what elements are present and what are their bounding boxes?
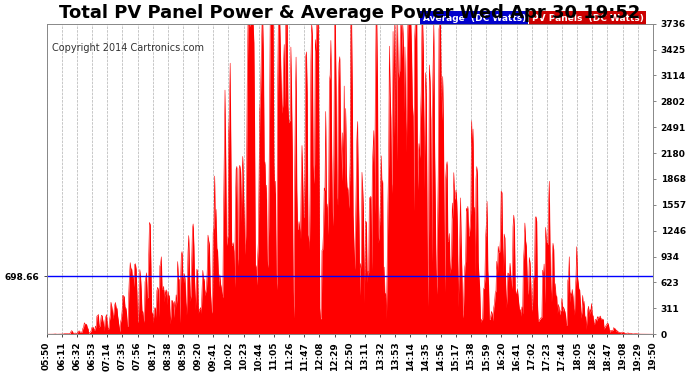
Text: Average  (DC Watts): Average (DC Watts) — [422, 13, 526, 22]
Text: PV Panels  (DC Watts): PV Panels (DC Watts) — [532, 13, 644, 22]
Title: Total PV Panel Power & Average Power Wed Apr 30 19:52: Total PV Panel Power & Average Power Wed… — [59, 4, 640, 22]
Text: Copyright 2014 Cartronics.com: Copyright 2014 Cartronics.com — [52, 43, 204, 53]
